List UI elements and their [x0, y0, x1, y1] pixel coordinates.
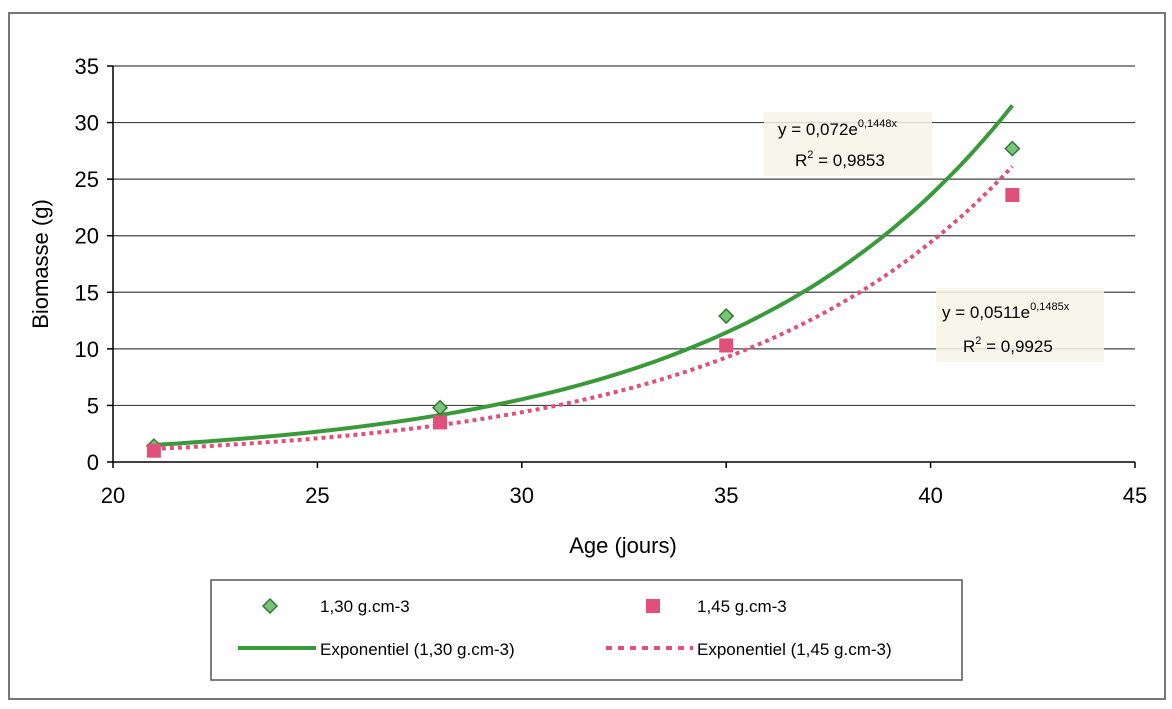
- trendline-2: [153, 165, 1014, 451]
- x-tick-label: 35: [714, 483, 738, 508]
- legend: 1,30 g.cm-3 1,45 g.cm-3 Exponentiel (1,3…: [210, 579, 963, 681]
- axes: [107, 65, 1136, 468]
- legend-diamond-marker: [261, 597, 279, 615]
- x-tick-labels: 20 25 30 35 40 45: [101, 483, 1147, 508]
- y-tick-label: 0: [87, 450, 99, 475]
- data-points: [145, 140, 1021, 458]
- r2-2-text: R2 = 0,9925: [963, 335, 1053, 356]
- point-series-1: [431, 399, 449, 416]
- x-tick-label: 20: [101, 483, 125, 508]
- trendline-1: [153, 104, 1014, 447]
- y-tick-label: 10: [75, 337, 99, 362]
- legend-box: [210, 579, 963, 681]
- equation-2-text: y = 0,0511e0,1485x: [942, 301, 1070, 322]
- y-tick-label: 5: [87, 393, 99, 418]
- x-tick-label: 30: [510, 483, 534, 508]
- x-tick-label: 45: [1123, 483, 1147, 508]
- legend-label-series-1: 1,30 g.cm-3: [320, 597, 410, 616]
- point-series-2: [719, 338, 734, 353]
- point-series-2: [146, 443, 161, 458]
- y-tick-labels: 0 5 10 15 20 25 30 35: [75, 54, 99, 475]
- legend-label-trend-2: Exponentiel (1,45 g.cm-3): [697, 640, 892, 659]
- x-tick-label: 25: [305, 483, 329, 508]
- x-tick-label: 40: [918, 483, 942, 508]
- equation-1-text: y = 0,072e0,1448x: [778, 118, 898, 139]
- y-tick-label: 35: [75, 54, 99, 79]
- y-tick-label: 25: [75, 167, 99, 192]
- point-series-2: [1005, 187, 1020, 202]
- trendlines: [153, 104, 1014, 451]
- legend-label-trend-1: Exponentiel (1,30 g.cm-3): [320, 640, 515, 659]
- point-series-2: [433, 415, 448, 430]
- y-tick-label: 30: [75, 111, 99, 136]
- equation-box-2: y = 0,0511e0,1485x R2 = 0,9925: [936, 288, 1104, 362]
- point-series-1: [718, 307, 735, 325]
- r2-1-text: R2 = 0,9853: [795, 149, 885, 170]
- legend-label-series-2: 1,45 g.cm-3: [697, 597, 787, 616]
- equation-box-1: y = 0,072e0,1448x R2 = 0,9853: [764, 112, 932, 176]
- legend-item-trend-2: Exponentiel (1,45 g.cm-3): [606, 640, 892, 659]
- legend-item-series-1: 1,30 g.cm-3: [261, 597, 410, 616]
- y-tick-label: 15: [75, 280, 99, 305]
- legend-square-marker: [646, 599, 660, 613]
- legend-item-series-2: 1,45 g.cm-3: [646, 597, 787, 616]
- x-axis-title: Age (jours): [569, 533, 677, 558]
- legend-item-trend-1: Exponentiel (1,30 g.cm-3): [238, 640, 515, 659]
- y-tick-label: 20: [75, 224, 99, 249]
- y-axis-title: Biomasse (g): [28, 199, 53, 329]
- point-series-1: [1004, 140, 1021, 157]
